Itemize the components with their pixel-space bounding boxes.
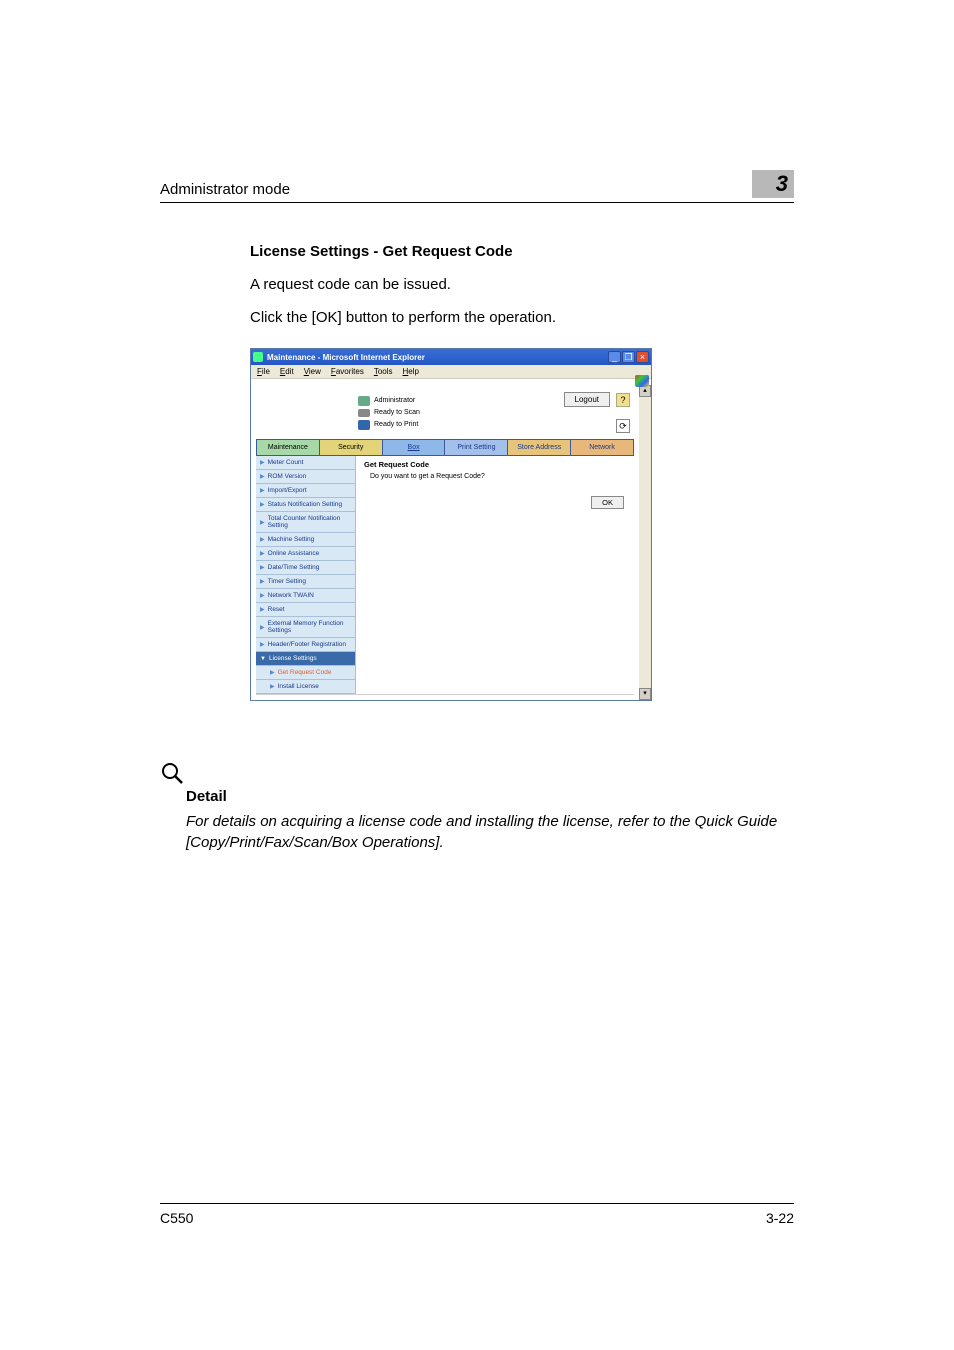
arrow-icon: ▶: [260, 624, 265, 631]
window-title: Maintenance - Microsoft Internet Explore…: [267, 353, 425, 362]
nav-total-counter[interactable]: ▶Total Counter Notification Setting: [256, 512, 356, 533]
arrow-icon: ▶: [260, 519, 265, 526]
maximize-button[interactable]: ❐: [622, 351, 635, 363]
section-title: License Settings - Get Request Code: [250, 243, 794, 260]
nav-license-settings[interactable]: ▼License Settings: [256, 652, 356, 666]
status-left: Administrator Ready to Scan Ready to Pri…: [358, 396, 420, 430]
arrow-icon: ▶: [270, 669, 275, 676]
detail-heading: Detail: [186, 788, 794, 805]
nav-network-twain[interactable]: ▶Network TWAIN: [256, 589, 356, 603]
arrow-icon: ▶: [260, 459, 265, 466]
arrow-icon: ▶: [260, 473, 265, 480]
header-mode: Administrator mode: [160, 181, 290, 198]
window-buttons: _ ❐ ×: [608, 351, 649, 363]
scrollbar[interactable]: ▴ ▾: [639, 385, 651, 700]
scroll-up-button[interactable]: ▴: [639, 385, 651, 397]
nav-import-export[interactable]: ▶Import/Export: [256, 484, 356, 498]
tab-box[interactable]: Box: [383, 439, 446, 456]
tab-network[interactable]: Network: [571, 439, 634, 456]
tab-store-address[interactable]: Store Address: [508, 439, 571, 456]
arrow-icon: ▶: [260, 487, 265, 494]
logout-button[interactable]: Logout: [564, 392, 610, 407]
window-titlebar: Maintenance - Microsoft Internet Explore…: [251, 349, 651, 365]
arrow-icon: ▶: [260, 536, 265, 543]
windows-flag-icon: [635, 375, 649, 387]
titlebar-left: Maintenance - Microsoft Internet Explore…: [253, 352, 425, 362]
menu-view[interactable]: View: [304, 367, 321, 376]
admin-icon: [358, 396, 370, 406]
arrow-icon: ▶: [260, 606, 265, 613]
section-p2: Click the [OK] button to perform the ope…: [250, 307, 794, 328]
nav-machine-setting[interactable]: ▶Machine Setting: [256, 533, 356, 547]
detail-text: For details on acquiring a license code …: [186, 811, 794, 853]
arrow-icon: ▶: [270, 683, 275, 690]
content-area: Administrator Ready to Scan Ready to Pri…: [251, 385, 639, 700]
arrow-icon: ▶: [260, 564, 265, 571]
menu-favorites[interactable]: Favorites: [331, 367, 364, 376]
tab-security[interactable]: Security: [320, 439, 383, 456]
help-button[interactable]: ?: [616, 393, 630, 407]
nav-get-request-code[interactable]: ▶Get Request Code: [256, 666, 356, 680]
screenshot: Maintenance - Microsoft Internet Explore…: [250, 348, 652, 701]
page-header: Administrator mode 3: [160, 170, 794, 198]
arrow-icon: ▶: [260, 578, 265, 585]
arrow-icon: ▶: [260, 592, 265, 599]
tab-maintenance[interactable]: Maintenance: [256, 439, 320, 456]
nav-online-assistance[interactable]: ▶Online Assistance: [256, 547, 356, 561]
status-print-text: Ready to Print: [374, 421, 418, 428]
status-right: Logout ?: [564, 392, 630, 407]
status-row: Administrator Ready to Scan Ready to Pri…: [256, 390, 634, 439]
chapter-badge: 3: [752, 170, 794, 198]
nav-header-footer[interactable]: ▶Header/Footer Registration: [256, 638, 356, 652]
nav-external-memory[interactable]: ▶External Memory Function Settings: [256, 617, 356, 638]
status-admin: Administrator: [358, 396, 420, 406]
status-scan-text: Ready to Scan: [374, 409, 420, 416]
nav-status-notification[interactable]: ▶Status Notification Setting: [256, 498, 356, 512]
status-print: Ready to Print: [358, 420, 420, 430]
chapter-number: 3: [776, 171, 788, 197]
close-button[interactable]: ×: [636, 351, 649, 363]
scanner-icon: [358, 409, 370, 417]
sidebar: ▶Meter Count ▶ROM Version ▶Import/Export…: [256, 456, 356, 694]
nav-reset[interactable]: ▶Reset: [256, 603, 356, 617]
page: Administrator mode 3 License Settings - …: [0, 0, 954, 1286]
arrow-icon: ▶: [260, 501, 265, 508]
ok-button[interactable]: OK: [591, 496, 624, 509]
menubar: File Edit View Favorites Tools Help: [251, 365, 651, 379]
footer: C550 3-22: [160, 1203, 794, 1226]
refresh-button[interactable]: ⟳: [616, 419, 630, 433]
magnifier-icon: [160, 761, 184, 785]
tab-row: Maintenance Security Box Print Setting S…: [256, 439, 634, 456]
ie-icon: [253, 352, 263, 362]
section-p1: A request code can be issued.: [250, 274, 794, 295]
header-rule: [160, 202, 794, 203]
footer-model: C550: [160, 1210, 193, 1226]
nav-install-license[interactable]: ▶Install License: [256, 680, 356, 694]
nav-meter-count[interactable]: ▶Meter Count: [256, 456, 356, 470]
menu-edit[interactable]: Edit: [280, 367, 294, 376]
status-role: Administrator: [374, 397, 415, 404]
scroll-down-button[interactable]: ▾: [639, 688, 651, 700]
printer-icon: [358, 420, 370, 430]
minimize-button[interactable]: _: [608, 351, 621, 363]
tab-print-setting[interactable]: Print Setting: [445, 439, 508, 456]
menu-tools[interactable]: Tools: [374, 367, 393, 376]
nav-date-time[interactable]: ▶Date/Time Setting: [256, 561, 356, 575]
arrow-icon: ▶: [260, 550, 265, 557]
panel-question: Do you want to get a Request Code?: [370, 473, 626, 480]
footer-page: 3-22: [766, 1210, 794, 1226]
menu-help[interactable]: Help: [403, 367, 419, 376]
arrow-icon: ▶: [260, 641, 265, 648]
nav-timer-setting[interactable]: ▶Timer Setting: [256, 575, 356, 589]
nav-rom-version[interactable]: ▶ROM Version: [256, 470, 356, 484]
main-area: ▶Meter Count ▶ROM Version ▶Import/Export…: [256, 456, 634, 695]
panel-title: Get Request Code: [364, 460, 626, 469]
arrow-icon: ▼: [260, 656, 266, 662]
panel: Get Request Code Do you want to get a Re…: [356, 456, 634, 694]
menu-file[interactable]: File: [257, 367, 270, 376]
status-scan: Ready to Scan: [358, 409, 420, 417]
